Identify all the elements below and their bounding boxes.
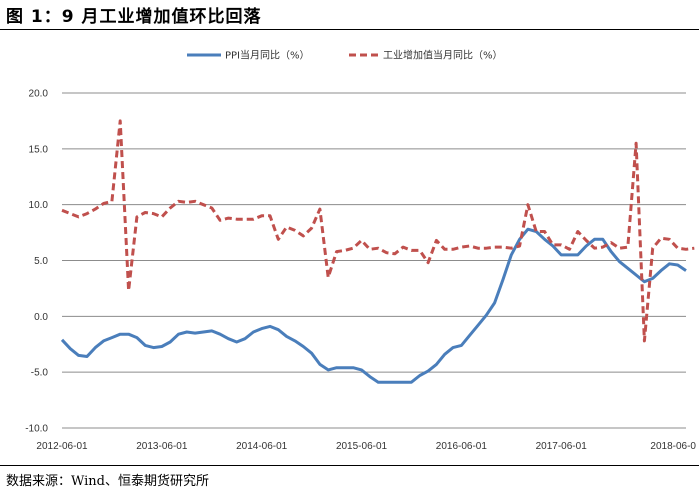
x-tick-label: 2018-06-0 (650, 441, 696, 452)
y-tick-label: -5.0 (31, 368, 49, 379)
x-tick-label: 2015-06-01 (336, 441, 388, 452)
chart-legend: PPI当月同比（%） 工业增加值当月同比（%） (187, 49, 503, 62)
y-tick-label: -10.0 (25, 424, 48, 435)
ppi-series-line (60, 227, 687, 384)
y-tick-label: 5.0 (34, 256, 48, 267)
legend-label: 工业增加值当月同比（%） (383, 49, 503, 62)
line-chart: PPI当月同比（%） 工业增加值当月同比（%） 20.0 15.0 10.0 5.0 0.… (25, 49, 696, 453)
chart-series (60, 119, 695, 384)
title-divider (0, 29, 699, 30)
x-tick-label: 2014-06-01 (236, 441, 288, 452)
industrial-value-added-series-line (61, 119, 695, 343)
y-tick-label: 0.0 (34, 312, 48, 323)
x-tick-label: 2016-06-01 (436, 441, 488, 452)
x-tick-label: 2012-06-01 (36, 441, 88, 452)
source-divider (0, 465, 699, 466)
x-tick-label: 2013-06-01 (136, 441, 188, 452)
figure-title: 图 1：9 月工业增加值环比回落 (6, 7, 262, 27)
y-tick-label: 15.0 (29, 144, 49, 155)
y-tick-label: 20.0 (29, 89, 49, 100)
legend-label: PPI当月同比（%） (225, 49, 310, 62)
chart-axes: 20.0 15.0 10.0 5.0 0.0 -5.0 -10.0 2012-06-01 201… (25, 89, 696, 453)
data-source-note: 数据来源：Wind、恒泰期货研究所 (6, 474, 209, 489)
x-tick-label: 2017-06-01 (536, 441, 588, 452)
y-tick-label: 10.0 (29, 200, 49, 211)
